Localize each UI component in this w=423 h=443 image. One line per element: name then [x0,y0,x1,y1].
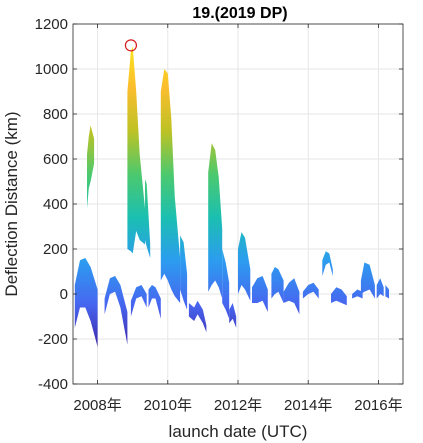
deflection-band-21 [352,289,363,299]
x-tick-label: 2008年 [73,397,121,414]
deflection-band-17 [283,278,300,315]
deflection-band-4 [148,285,161,319]
deflection-band-20 [331,287,347,306]
deflection-band-12 [222,249,230,319]
y-tick-label: 400 [43,196,68,213]
deflection-band-15 [252,276,268,312]
deflection-band-10 [188,300,207,333]
x-tick-label: 2016年 [354,397,402,414]
deflection-band-13 [229,303,237,328]
x-tick-label: 2012年 [214,397,262,414]
y-tick-label: -400 [38,376,68,393]
deflection-band-11 [208,143,223,299]
chart-title: 19.(2019 DP) [192,5,287,22]
deflection-band-3 [130,285,147,317]
x-tick-label: 2010年 [144,397,192,414]
deflection-band-23 [376,278,384,299]
y-tick-label: 200 [43,241,68,258]
x-tick-label: 2014年 [284,397,332,414]
y-tick-labels: -400 -200 0 200 400 600 800 1000 1200 [35,16,68,393]
y-tick-label: 800 [43,106,68,123]
deflection-band-14 [238,232,251,301]
deflection-band-1 [74,258,98,347]
deflection-band-24 [385,285,389,299]
y-tick-label: -200 [38,331,68,348]
axes [72,23,404,385]
deflection-band-22 [360,262,375,299]
y-tick-label: 0 [60,286,68,303]
deflection-band-7 [145,179,151,258]
deflection-band-18 [302,282,319,299]
x-axis-label: launch date (UTC) [169,422,308,441]
y-tick-label: 600 [43,151,68,168]
deflection-bands [74,46,389,347]
deflection-band-19 [322,251,333,276]
y-tick-label: 1200 [35,16,68,33]
deflection-band-8 [160,69,181,303]
deflection-band-5 [87,125,95,209]
deflection-band-16 [271,267,284,303]
y-tick-label: 1000 [35,61,68,78]
deflection-band-2 [104,276,128,345]
deflection-band-6 [127,46,145,254]
deflection-band-9 [180,235,188,310]
x-tick-labels: 2008年 2010年 2012年 2014年 2016年 [73,397,402,414]
y-axis-label: Deflection Distance (km) [2,111,21,296]
peak-marker [124,39,138,52]
